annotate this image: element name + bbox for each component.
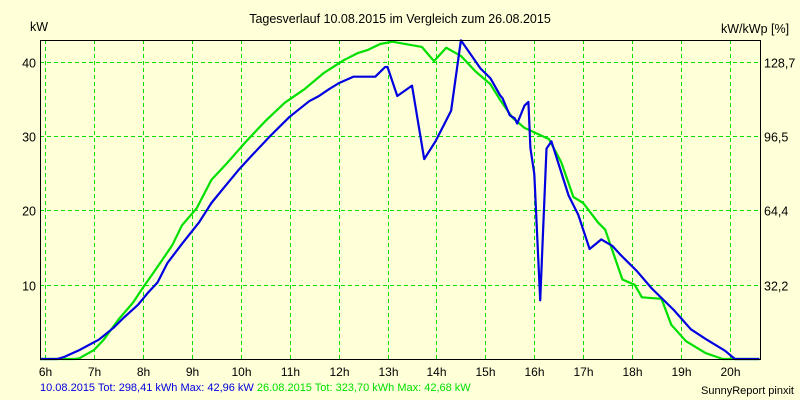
plot-frame [40,40,761,360]
x-tick-label: 13h [378,365,398,379]
x-tick-label: 11h [281,365,300,379]
series-line-10.08.2015 [40,39,760,361]
data-series [40,39,760,361]
grid-lines [40,40,760,359]
x-tick-label: 7h [88,365,101,379]
x-tick-label: 8h [137,365,150,379]
y-axis-ticks-right: 32,2 64,4 96,5 128,7 [764,57,795,294]
y-tick-label-right: 128,7 [764,57,795,71]
x-tick-label: 12h [329,365,349,379]
x-tick-label: 14h [426,365,446,379]
legend-series-1: 10.08.2015 Tot: 298,41 kWh Max: 42,96 kW [40,382,257,394]
x-tick-label: 16h [524,365,544,379]
x-tick-label: 10h [231,365,251,379]
series-line-26.08.2015 [40,40,760,361]
x-tick-label: 20h [720,365,740,379]
y-tick-label-right: 64,4 [764,205,788,219]
y-tick-label-right: 32,2 [764,280,788,294]
x-tick-label: 9h [186,365,199,379]
y-tick-label-left: 40 [22,57,36,71]
y-axis-ticks-left: 10 20 30 40 [22,57,36,294]
chart-legend: 10.08.2015 Tot: 298,41 kWh Max: 42,96 kW… [40,382,471,394]
credit-text: SunnyReport pinxit [701,385,794,397]
y-tick-label-right: 96,5 [764,131,788,145]
x-tick-label: 18h [622,365,642,379]
x-tick-label: 15h [475,365,495,379]
y-tick-label-left: 10 [22,280,36,294]
x-axis-ticks: 6h 7h 8h 9h 10h 11h 12h 13h 14h 15h 16h 17h 18h 19h 20… [39,365,741,379]
y-tick-label-left: 30 [22,131,36,145]
y-axis-label-left: kW [30,20,49,34]
x-tick-label: 17h [573,365,593,379]
legend-series-2: 26.08.2015 Tot: 323,70 kWh Max: 42,68 kW [256,382,471,394]
y-tick-label-left: 20 [22,205,36,219]
x-tick-label: 19h [671,365,691,379]
chart-title: Tagesverlauf 10.08.2015 im Vergleich zum… [249,12,551,26]
x-tick-label: 6h [39,365,52,379]
y-axis-label-right: kW/kWp [%] [721,22,790,36]
